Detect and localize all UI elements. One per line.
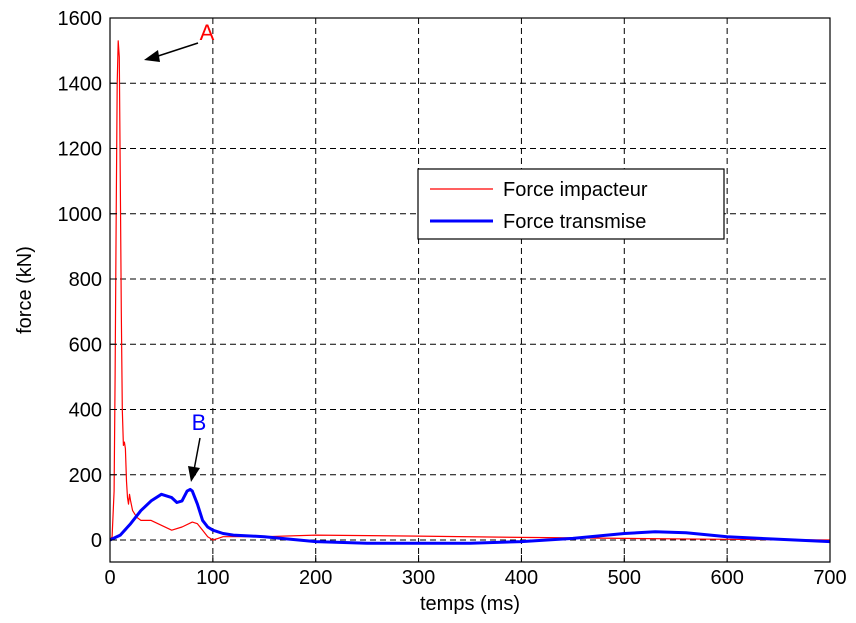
legend-label: Force impacteur <box>503 179 648 201</box>
annotation-label-b: B <box>192 410 207 435</box>
legend-label: Force transmise <box>503 211 646 233</box>
axis-ticks: 0 100 200 300 400 500 600 700 0 200 400 600 800 1000 1… <box>58 8 847 589</box>
y-tick-label: 400 <box>69 400 102 422</box>
annotation-arrowhead-b <box>188 466 200 482</box>
plot-area <box>109 40 831 545</box>
x-tick-label: 300 <box>402 567 435 589</box>
x-tick-label: 100 <box>196 567 229 589</box>
y-tick-label: 1400 <box>58 73 103 95</box>
y-tick-label: 1200 <box>58 139 103 161</box>
y-tick-label: 200 <box>69 465 102 487</box>
x-tick-label: 500 <box>608 567 641 589</box>
x-tick-label: 0 <box>104 567 115 589</box>
x-tick-label: 400 <box>505 567 538 589</box>
annotation-arrow-b <box>193 437 201 471</box>
annotations: AB <box>144 20 215 482</box>
y-tick-label: 1600 <box>58 8 103 30</box>
legend-box <box>417 168 725 240</box>
series-line-force-transmise <box>109 487 831 545</box>
annotation-arrow-a <box>151 42 199 59</box>
y-tick-label: 1000 <box>58 204 103 226</box>
y-axis-label: force (kN) <box>14 246 36 334</box>
annotation-arrowhead-a <box>144 50 160 62</box>
x-tick-label: 700 <box>813 567 846 589</box>
y-tick-label: 800 <box>69 269 102 291</box>
x-axis-label: temps (ms) <box>420 593 520 615</box>
y-tick-label: 0 <box>91 530 102 552</box>
grid <box>110 18 830 562</box>
annotation-label-a: A <box>200 20 215 45</box>
legend: Force impacteur Force transmise <box>417 168 725 240</box>
x-tick-label: 600 <box>710 567 743 589</box>
y-tick-label: 600 <box>69 334 102 356</box>
plot-frame <box>109 17 831 563</box>
series-line-force-impacteur <box>109 40 831 541</box>
x-tick-label: 200 <box>299 567 332 589</box>
